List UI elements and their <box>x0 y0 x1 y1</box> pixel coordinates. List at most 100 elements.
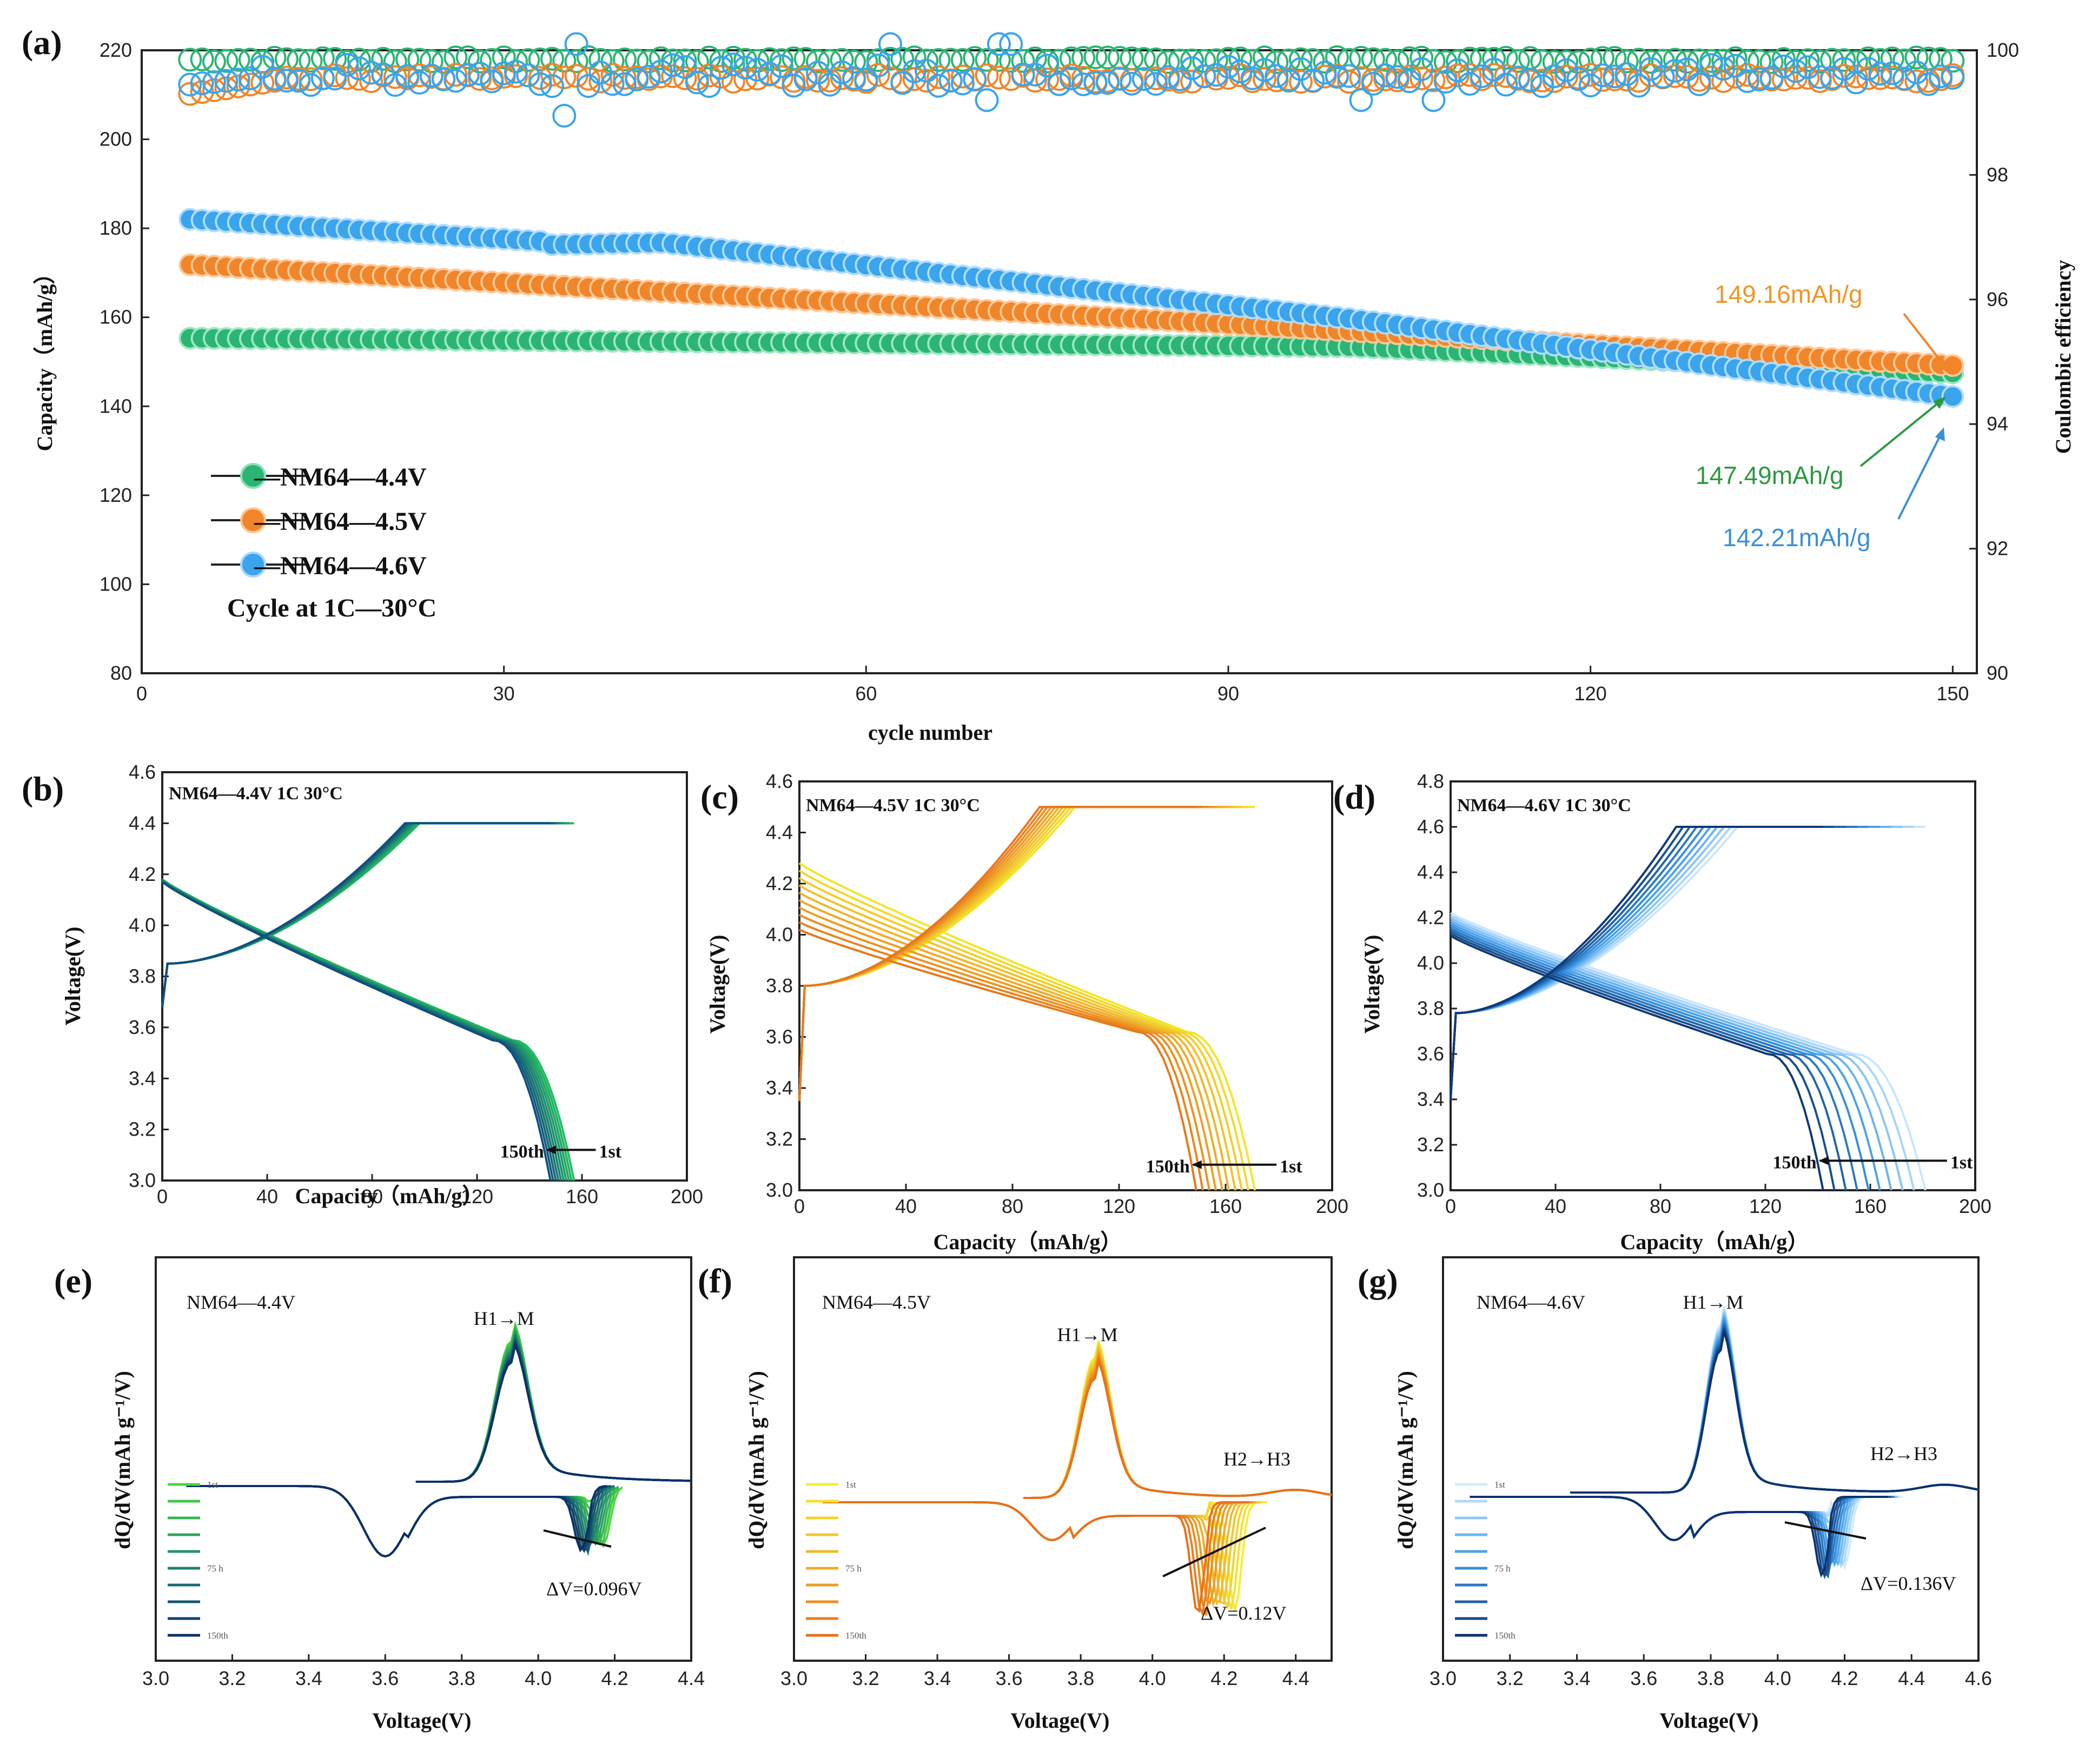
panel-c-ytick-label: 3.4 <box>766 1077 793 1099</box>
panel-g-peak-label-2: H2→H3 <box>1870 1443 1937 1464</box>
ce-marker-44 <box>1639 50 1663 74</box>
ce-marker-46 <box>866 53 890 77</box>
ce-marker-44 <box>854 50 878 74</box>
annotation-orange-capacity: 149.16mAh/g <box>1715 280 1863 308</box>
panel-d-ytick-label: 3.4 <box>1417 1088 1444 1110</box>
panel-a-ytick-label: 160 <box>100 306 132 328</box>
ce-marker-46 <box>359 61 383 85</box>
ce-marker-45 <box>552 65 577 89</box>
ce-marker-44 <box>1904 45 1929 70</box>
ce-marker-46 <box>1397 69 1421 94</box>
panel-d-title: NM64—4.6V 1C 30°C <box>1457 795 1631 815</box>
dqdv-discharge-curve <box>823 1501 1249 1613</box>
ce-marker-46 <box>648 59 673 84</box>
panel-letter-c: (c) <box>700 778 739 816</box>
ce-marker-46 <box>1216 55 1241 79</box>
panel-c-ytick-label: 3.2 <box>766 1128 793 1150</box>
ce-marker-45 <box>407 63 432 88</box>
ce-marker-46 <box>419 63 444 88</box>
dqdv-charge-curve <box>1570 1311 1979 1494</box>
ce-marker-46 <box>963 67 987 91</box>
panel-c-xtick-label: 80 <box>1002 1195 1023 1217</box>
ce-marker-46 <box>1361 71 1385 96</box>
charge-curve <box>798 806 1196 1101</box>
ce-marker-44 <box>540 47 564 71</box>
ce-marker-46 <box>842 66 866 90</box>
ce-marker-44 <box>1373 48 1398 72</box>
ce-marker-46 <box>407 70 432 95</box>
annotation-orange-arrow <box>1903 313 1947 369</box>
ce-marker-46 <box>528 72 552 96</box>
ce-marker-44 <box>1095 45 1120 70</box>
ce-marker-44 <box>444 45 468 70</box>
panel-d-xtick-label: 40 <box>1545 1195 1566 1217</box>
dqdv-charge-curve <box>415 1334 692 1483</box>
discharge-curve <box>161 880 560 1181</box>
panel-f-peak-label-2: H2→H3 <box>1223 1448 1290 1470</box>
ce-marker-46 <box>1663 58 1687 83</box>
ce-marker-44 <box>1385 49 1409 74</box>
ce-marker-45 <box>1904 69 1929 94</box>
ce-marker-46 <box>782 74 806 98</box>
ce-marker-44 <box>1735 49 1759 74</box>
ce-marker-45 <box>878 66 902 90</box>
ce-marker-46 <box>432 67 456 91</box>
ce-marker-44 <box>1530 49 1554 74</box>
panel-f-xtick-label: 3.4 <box>924 1667 951 1689</box>
cycle-arrowhead <box>546 1145 556 1155</box>
panel-b-ytick-label: 4.6 <box>129 761 156 783</box>
ce-marker-45 <box>1216 66 1241 90</box>
ce-marker-44 <box>359 49 383 73</box>
ce-marker-45 <box>950 64 975 89</box>
ce-marker-44 <box>1047 49 1071 73</box>
ce-marker-45 <box>540 63 564 87</box>
ce-marker-46 <box>818 72 842 97</box>
ce-marker-46 <box>625 67 649 91</box>
ce-marker-45 <box>1711 69 1736 93</box>
ce-marker-44 <box>1687 48 1711 72</box>
ce-marker-44 <box>1192 49 1216 73</box>
charge-curve <box>798 806 1203 1101</box>
ce-marker-44 <box>1506 49 1530 73</box>
legend-marker-45 <box>240 507 266 533</box>
ce-marker-46 <box>1711 57 1736 81</box>
panel-a-xlabel: cycle number <box>868 720 992 745</box>
discharge-curve <box>799 913 1210 1191</box>
ce-marker-45 <box>697 63 722 88</box>
ce-marker-46 <box>987 32 1011 56</box>
ce-marker-45 <box>1675 64 1699 89</box>
ce-marker-46 <box>287 69 311 93</box>
ce-marker-45 <box>1530 68 1554 92</box>
discharge-curve <box>1450 919 1892 1191</box>
ce-marker-44 <box>1711 49 1736 73</box>
ce-marker-46 <box>830 60 854 84</box>
ce-marker-44 <box>347 48 371 72</box>
discharge-curve <box>799 892 1230 1191</box>
ce-marker-46 <box>1554 58 1579 83</box>
panel-e-xtick-label: 3.8 <box>448 1667 475 1689</box>
discharge-curve <box>1450 912 1927 1191</box>
panel-a-ytick-label: 140 <box>100 395 132 417</box>
dqdv-discharge-curve <box>1470 1496 1888 1578</box>
ce-marker-46 <box>1325 64 1349 89</box>
ce-marker-45 <box>1578 63 1603 87</box>
ce-marker-46 <box>178 72 202 97</box>
legend-label-44: —NM64—4.4V <box>254 463 427 492</box>
panel-e-xlabel: Voltage(V) <box>373 1708 472 1733</box>
dqdv-charge-curve <box>415 1321 692 1483</box>
ce-marker-46 <box>1240 66 1265 90</box>
ce-marker-44 <box>468 49 492 74</box>
ce-marker-46 <box>576 74 600 98</box>
ce-marker-46 <box>1651 64 1675 89</box>
legend-label: 75 h <box>845 1563 862 1574</box>
ce-marker-45 <box>1288 70 1313 94</box>
panel-a-condition: Cycle at 1C—30°C <box>227 594 436 622</box>
panel-g-xtick-label: 4.0 <box>1764 1667 1791 1689</box>
discharge-curve <box>798 862 1256 1191</box>
panel-g-xtick-label: 3.8 <box>1697 1667 1724 1689</box>
label-150th: 150th <box>500 1142 544 1162</box>
ce-marker-44 <box>1349 45 1373 70</box>
ce-marker-46 <box>793 67 818 91</box>
ce-marker-46 <box>1349 88 1373 112</box>
